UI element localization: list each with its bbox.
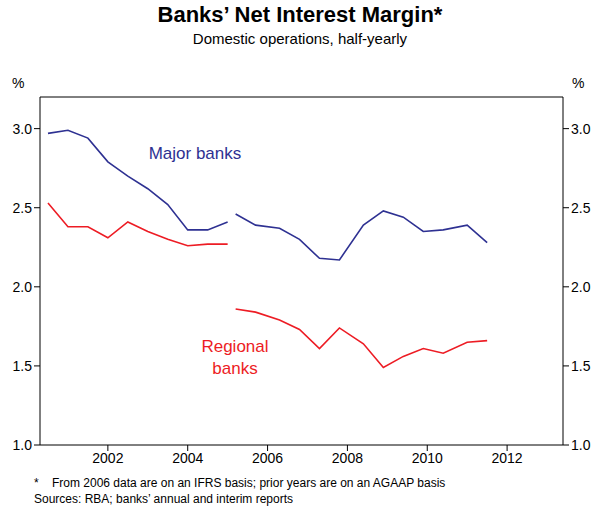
svg-text:2012: 2012 <box>492 450 523 466</box>
svg-text:2.0: 2.0 <box>13 279 33 295</box>
html-text:Domestic operations, half-year: Domestic operations, half-yearly <box>192 30 408 47</box>
svg-text:3.0: 3.0 <box>571 121 591 137</box>
svg-text:1.0: 1.0 <box>571 437 591 453</box>
html-text:Banks’ Net Interest Margin*: Banks’ Net Interest Margin* <box>157 2 443 27</box>
svg-text:2.5: 2.5 <box>571 200 591 216</box>
html-text:Regional banks: Regional banks <box>201 337 269 378</box>
svg-text:3.0: 3.0 <box>13 121 33 137</box>
svg-text:2010: 2010 <box>412 450 443 466</box>
svg-text:2004: 2004 <box>172 450 203 466</box>
html-text:Major banks: Major banks <box>148 144 242 163</box>
svg-text:1.0: 1.0 <box>13 437 33 453</box>
svg-text:2.0: 2.0 <box>571 279 591 295</box>
svg-text:2008: 2008 <box>332 450 363 466</box>
svg-text:1.5: 1.5 <box>13 358 33 374</box>
svg-text:2.5: 2.5 <box>13 200 33 216</box>
html-text:Sources: RBA; banks’ annual an: Sources: RBA; banks’ annual and interim … <box>34 492 293 506</box>
svg-text:2002: 2002 <box>92 450 123 466</box>
html-text:* From 2006 data are on an IFR: * From 2006 data are on an IFRS basis; p… <box>34 476 446 490</box>
svg-text:2006: 2006 <box>252 450 283 466</box>
svg-text:1.5: 1.5 <box>571 358 591 374</box>
